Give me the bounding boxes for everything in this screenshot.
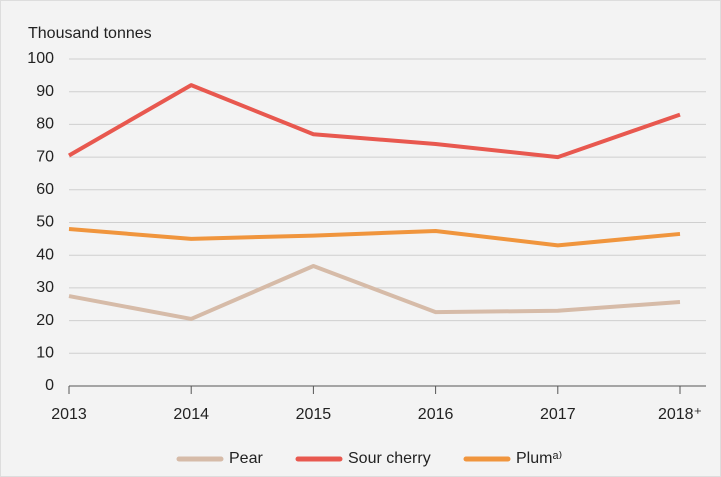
y-tick-label: 10	[36, 345, 54, 362]
x-tick-label: 2018⁺	[658, 406, 702, 423]
y-tick-label: 90	[36, 83, 54, 100]
x-tick-label: 2015	[296, 406, 332, 423]
y-tick-label: 80	[36, 116, 54, 133]
line-series	[68, 263, 681, 321]
y-tick-label: 100	[27, 50, 54, 67]
y-tick-label: 40	[36, 246, 54, 263]
y-tick-label: 0	[45, 377, 54, 394]
x-tick-label: 2017	[540, 406, 576, 423]
x-tick-label: 2014	[173, 406, 209, 423]
x-tick-label: 2016	[418, 406, 454, 423]
legend-label: Sour cherry	[348, 450, 431, 467]
y-tick-label: 50	[36, 214, 54, 231]
line-series	[68, 227, 681, 248]
y-tick-label: 20	[36, 312, 54, 329]
y-axis-title: Thousand tonnes	[28, 25, 152, 42]
line-series	[68, 83, 681, 160]
legend-label: Plumᵃ⁾	[516, 450, 562, 467]
y-tick-label: 30	[36, 279, 54, 296]
y-tick-label: 60	[36, 181, 54, 198]
y-tick-label: 70	[36, 148, 54, 165]
x-tick-label: 2013	[51, 406, 87, 423]
legend-label: Pear	[229, 450, 263, 467]
